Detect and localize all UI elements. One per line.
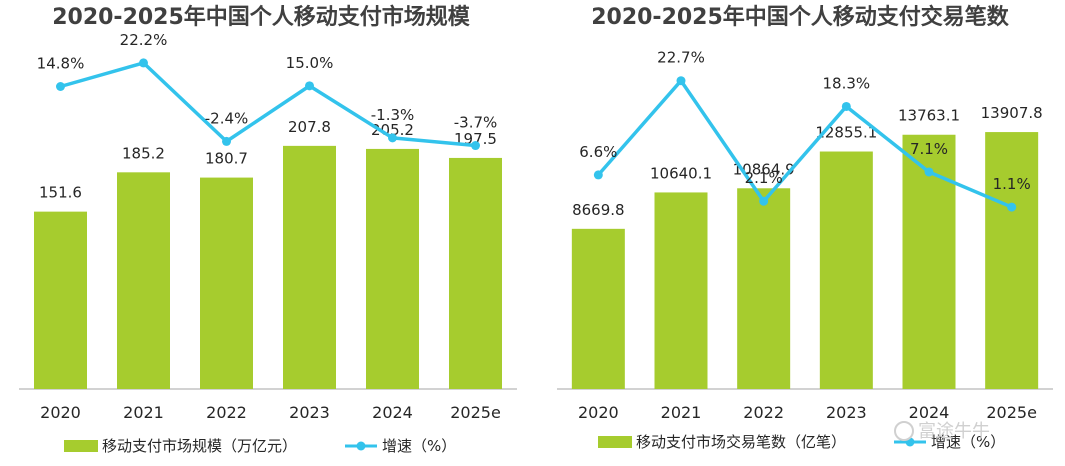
chart-1-plot: 151.6 2020 185.2 2021 180.7 2022 207.8 2023 205.… xyxy=(19,31,517,422)
growth-point xyxy=(1007,202,1017,212)
bar-data-label: 10864.9 xyxy=(733,160,795,178)
growth-point xyxy=(305,81,314,91)
bar xyxy=(449,157,502,389)
legend-label-bar-2: 移动支付市场交易笔数（亿笔） xyxy=(636,433,846,451)
x-tick-label: 2022 xyxy=(743,403,784,422)
growth-data-label: 7.1% xyxy=(910,140,948,158)
growth-data-label: -1.3% xyxy=(371,106,415,124)
growth-data-label: 18.3% xyxy=(823,74,871,92)
x-tick-label: 2023 xyxy=(289,403,330,422)
growth-point xyxy=(388,133,397,143)
growth-data-label: 2.1% xyxy=(745,169,783,187)
growth-point xyxy=(471,141,480,151)
bar xyxy=(654,192,708,389)
growth-data-label: 14.8% xyxy=(37,55,85,73)
growth-point xyxy=(676,76,686,86)
bar-data-label: 12855.1 xyxy=(815,124,877,142)
legend-label-line-2: 增速（%） xyxy=(931,433,1005,451)
x-tick-label: 2025e xyxy=(450,403,501,422)
bar xyxy=(819,151,873,389)
growth-data-label: 15.0% xyxy=(286,54,334,72)
legend-marker-line-1 xyxy=(356,441,366,451)
x-tick-label: 2021 xyxy=(661,403,702,422)
x-tick-label: 2022 xyxy=(206,403,247,422)
x-tick-label: 2023 xyxy=(826,403,867,422)
legend-swatch-bar-2 xyxy=(598,436,632,448)
legend-label-bar-1: 移动支付市场规模（万亿元） xyxy=(102,437,297,455)
bar-data-label: 8669.8 xyxy=(572,201,625,219)
bar xyxy=(571,228,625,389)
legend-2: 移动支付市场交易笔数（亿笔） 增速（%） xyxy=(598,433,1005,451)
growth-point xyxy=(139,58,148,68)
bar xyxy=(366,148,419,389)
x-tick-label: 2025e xyxy=(986,403,1037,422)
chart-title-2: 2020-2025年中国个人移动支付交易笔数 xyxy=(591,4,1010,30)
growth-point xyxy=(924,167,934,177)
bar xyxy=(283,145,336,389)
bar-data-label: 205.2 xyxy=(371,121,414,139)
bar xyxy=(737,188,791,389)
watermark-logo-icon xyxy=(894,421,914,441)
growth-line xyxy=(597,78,1013,209)
bar xyxy=(902,134,956,389)
growth-data-label: -3.7% xyxy=(454,114,498,132)
bar-data-label: 151.6 xyxy=(39,184,82,202)
legend-1: 移动支付市场规模（万亿元） 增速（%） xyxy=(64,437,456,455)
growth-data-label: 22.7% xyxy=(657,49,705,67)
bar-data-label: 207.8 xyxy=(288,118,331,136)
chart-title-1: 2020-2025年中国个人移动支付市场规模 xyxy=(52,4,471,30)
growth-line xyxy=(60,61,476,148)
chart-2-plot: 8669.8 2020 10640.1 2021 10864.9 2022 12855.1 2… xyxy=(557,49,1053,422)
bar-data-label: 180.7 xyxy=(205,150,248,168)
legend-swatch-bar-1 xyxy=(64,440,98,452)
growth-point xyxy=(841,101,851,111)
x-tick-label: 2024 xyxy=(909,403,950,422)
watermark: 富途牛牛 xyxy=(894,421,990,442)
bar-data-label: 13907.8 xyxy=(981,104,1043,122)
growth-point xyxy=(759,196,769,206)
x-tick-label: 2020 xyxy=(578,403,619,422)
x-tick-label: 2020 xyxy=(40,403,81,422)
growth-data-label: 1.1% xyxy=(993,175,1031,193)
growth-point xyxy=(593,170,603,180)
legend-label-line-1: 增速（%） xyxy=(382,437,456,455)
bar xyxy=(985,132,1039,389)
growth-point xyxy=(56,82,65,92)
x-tick-label: 2021 xyxy=(123,403,164,422)
growth-point xyxy=(222,136,231,146)
bar-data-label: 10640.1 xyxy=(650,164,712,182)
growth-data-label: 6.6% xyxy=(579,143,617,161)
bar xyxy=(34,211,87,389)
bar xyxy=(200,177,253,389)
growth-data-label: 22.2% xyxy=(120,31,168,49)
bar-data-label: 185.2 xyxy=(122,144,165,162)
x-tick-label: 2024 xyxy=(372,403,413,422)
bar-data-label: 13763.1 xyxy=(898,107,960,125)
watermark-text: 富途牛牛 xyxy=(918,421,990,442)
growth-data-label: -2.4% xyxy=(205,109,249,127)
bar xyxy=(117,172,170,389)
